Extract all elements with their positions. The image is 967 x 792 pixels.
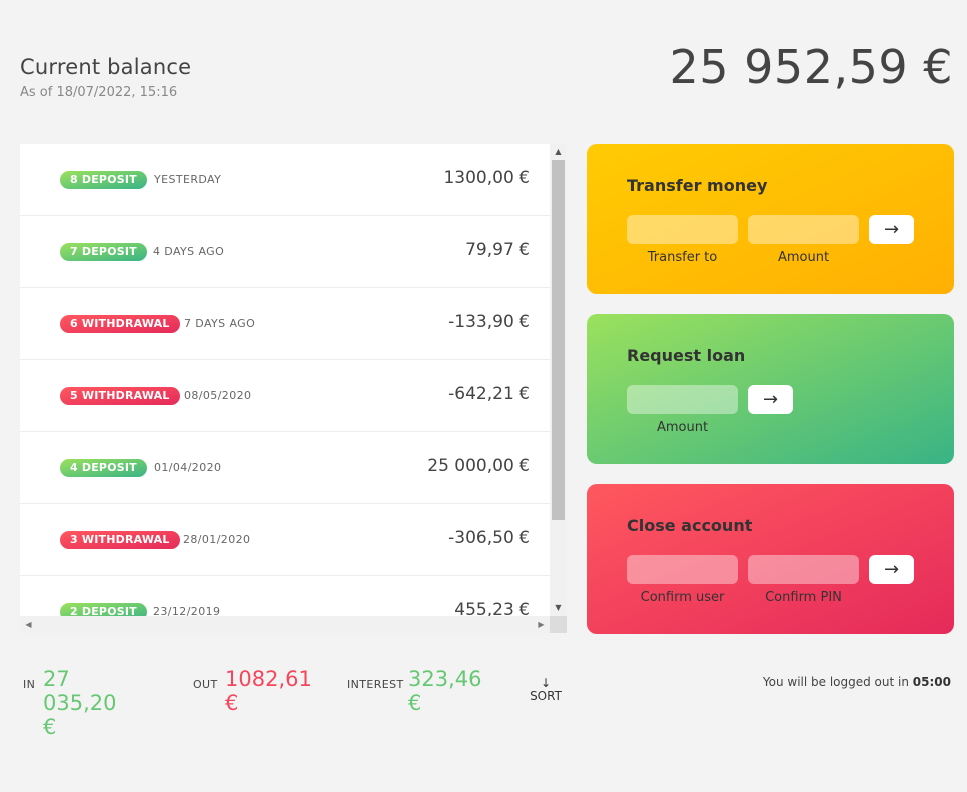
balance-date: As of 18/07/2022, 15:16 <box>20 85 178 100</box>
movement-row: 3 WITHDRAWAL 28/01/2020 -306,50 € <box>20 504 550 576</box>
vertical-scroll-thumb[interactable] <box>552 160 565 520</box>
transfer-title: Transfer money <box>627 176 768 195</box>
movement-date: 4 DAYS AGO <box>153 245 225 258</box>
movement-value: 79,97 € <box>465 240 530 260</box>
movement-date: 7 DAYS AGO <box>184 317 256 330</box>
movement-date: 28/01/2020 <box>183 533 251 546</box>
confirm-pin-label: Confirm PIN <box>765 590 842 605</box>
loan-card: Request loan → Amount <box>587 314 954 464</box>
movement-type-badge: 6 WITHDRAWAL <box>60 315 180 333</box>
movement-value: -642,21 € <box>448 384 530 404</box>
movement-type-badge: 5 WITHDRAWAL <box>60 387 180 405</box>
balance-title: Current balance <box>20 55 192 79</box>
horizontal-scrollbar[interactable]: ◀ ▶ <box>20 616 550 633</box>
movement-date: 08/05/2020 <box>184 389 252 402</box>
transfer-amount-label: Amount <box>777 250 830 265</box>
logout-timer-text: You will be logged out in 05:00 <box>763 675 951 689</box>
scroll-right-icon[interactable]: ▶ <box>538 620 545 629</box>
movement-date: 23/12/2019 <box>153 605 221 618</box>
movement-value: 455,23 € <box>454 600 530 620</box>
confirm-user-label: Confirm user <box>640 590 725 605</box>
movement-row: 4 DEPOSIT 01/04/2020 25 000,00 € <box>20 432 550 504</box>
close-account-card: Close account → Confirm user Confirm PIN <box>587 484 954 634</box>
movements-panel[interactable]: 8 DEPOSIT YESTERDAY 1300,00 € 7 DEPOSIT … <box>20 144 567 633</box>
movement-row: 7 DEPOSIT 4 DAYS AGO 79,97 € <box>20 216 550 288</box>
movements-list: 8 DEPOSIT YESTERDAY 1300,00 € 7 DEPOSIT … <box>20 144 550 633</box>
summary-out-label: OUT <box>193 678 218 691</box>
movement-row: 5 WITHDRAWAL 08/05/2020 -642,21 € <box>20 360 550 432</box>
transfer-submit-button[interactable]: → <box>869 215 914 244</box>
logout-text: You will be logged out in <box>762 675 909 689</box>
confirm-user-input[interactable] <box>627 555 738 584</box>
transfer-to-label: Transfer to <box>647 250 718 265</box>
balance-header: Current balance As of 18/07/2022, 15:16 <box>20 55 191 100</box>
summary-in-value: 27 035,20 € <box>43 667 117 739</box>
movement-type-badge: 8 DEPOSIT <box>60 171 147 189</box>
summary-interest-value: 323,46 € <box>408 667 482 715</box>
confirm-pin-input[interactable] <box>748 555 859 584</box>
loan-title: Request loan <box>627 346 746 365</box>
loan-amount-input[interactable] <box>627 385 738 414</box>
movement-value: 1300,00 € <box>443 168 530 188</box>
loan-submit-button[interactable]: → <box>748 385 793 414</box>
transfer-card: Transfer money → Transfer to Amount <box>587 144 954 294</box>
scroll-up-icon[interactable]: ▲ <box>555 147 562 156</box>
close-account-title: Close account <box>627 516 753 535</box>
transfer-amount-input[interactable] <box>748 215 859 244</box>
movement-value: -306,50 € <box>448 528 530 548</box>
movement-row: 8 DEPOSIT YESTERDAY 1300,00 € <box>20 144 550 216</box>
scroll-down-icon[interactable]: ▼ <box>555 603 562 612</box>
summary-out-value: 1082,61 € <box>225 667 312 715</box>
summary-interest-label: INTEREST <box>347 678 404 691</box>
movement-row: 6 WITHDRAWAL 7 DAYS AGO -133,90 € <box>20 288 550 360</box>
movement-type-badge: 4 DEPOSIT <box>60 459 147 477</box>
movement-date: YESTERDAY <box>154 173 222 186</box>
vertical-scrollbar[interactable]: ▲ ▼ <box>550 144 567 616</box>
movement-type-badge: 7 DEPOSIT <box>60 243 147 261</box>
scrollbar-corner <box>550 616 567 633</box>
movement-type-badge: 3 WITHDRAWAL <box>60 531 180 549</box>
scroll-left-icon[interactable]: ◀ <box>25 620 32 629</box>
summary-in-label: IN <box>23 678 36 691</box>
sort-label: SORT <box>530 689 562 703</box>
loan-amount-label: Amount <box>656 420 709 435</box>
balance-value: 25 952,59 € <box>669 40 953 94</box>
movement-value: -133,90 € <box>448 312 530 332</box>
transfer-to-input[interactable] <box>627 215 738 244</box>
close-account-submit-button[interactable]: → <box>869 555 914 584</box>
sort-arrow-icon: ↓ <box>540 676 552 690</box>
movement-date: 01/04/2020 <box>154 461 222 474</box>
sort-button[interactable]: ↓ SORT <box>527 677 565 707</box>
movement-value: 25 000,00 € <box>427 456 530 476</box>
logout-timer: 05:00 <box>912 675 951 689</box>
